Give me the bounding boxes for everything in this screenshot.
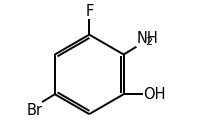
Text: F: F <box>85 4 93 19</box>
Text: NH: NH <box>136 31 157 46</box>
Text: 2: 2 <box>145 37 152 47</box>
Text: Br: Br <box>26 103 42 118</box>
Text: OH: OH <box>143 87 165 102</box>
